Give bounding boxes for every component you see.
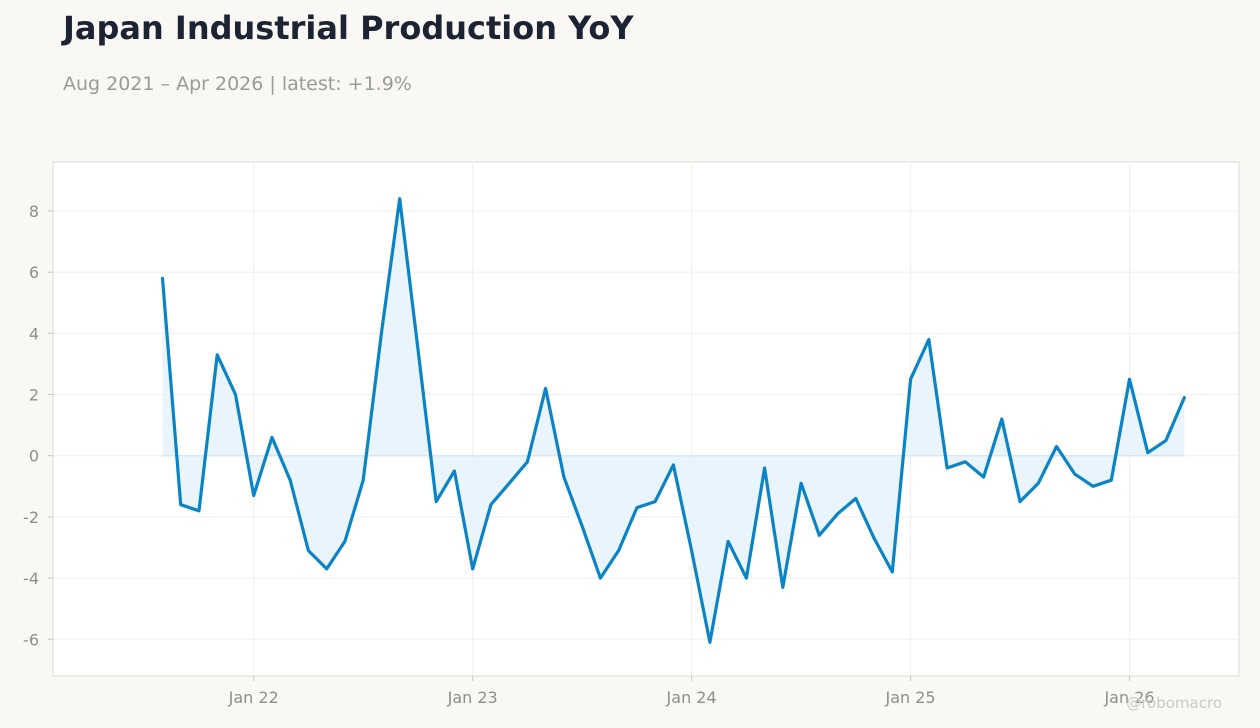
data-point [907, 375, 915, 383]
data-point [505, 479, 513, 487]
data-point [724, 537, 732, 545]
series-line-path [160, 197, 1186, 644]
data-point [195, 507, 203, 515]
data-point [250, 491, 258, 499]
data-point [870, 534, 878, 542]
y-tick-label: 0 [29, 447, 39, 466]
data-point [487, 501, 495, 509]
data-point [779, 583, 787, 591]
chart-subtitle: Aug 2021 – Apr 2026 | latest: +1.9% [63, 73, 412, 95]
data-point [1071, 470, 1079, 478]
data-point [998, 415, 1006, 423]
data-point [615, 547, 623, 555]
y-tick-label: 4 [29, 324, 39, 343]
data-point [560, 473, 568, 481]
data-point [633, 504, 641, 512]
data-point [1180, 394, 1188, 402]
data-point [1107, 476, 1115, 484]
data-point [961, 458, 969, 466]
data-point [341, 537, 349, 545]
data-point [1162, 436, 1170, 444]
data-point [359, 476, 367, 484]
data-point [1089, 482, 1097, 490]
data-point [688, 547, 696, 555]
data-point [323, 565, 331, 573]
data-point [377, 329, 385, 337]
x-tick-label: Jan 25 [885, 688, 936, 707]
data-point [286, 476, 294, 484]
data-point [1144, 449, 1152, 457]
data-point [596, 574, 604, 582]
data-point [1016, 498, 1024, 506]
data-point [578, 522, 586, 530]
data-point [761, 464, 769, 472]
data-point [1034, 479, 1042, 487]
data-point [943, 464, 951, 472]
x-tick-label: Jan 24 [666, 688, 717, 707]
data-point [797, 479, 805, 487]
y-tick-label: 6 [29, 263, 39, 282]
series-line [158, 195, 1188, 646]
data-point [268, 433, 276, 441]
data-point [177, 501, 185, 509]
y-tick-label: 8 [29, 202, 39, 221]
data-point [396, 195, 404, 203]
data-point [542, 384, 550, 392]
data-point [925, 335, 933, 343]
y-tick-label: 2 [29, 386, 39, 405]
data-point [304, 547, 312, 555]
data-point [231, 391, 239, 399]
data-point [1126, 375, 1134, 383]
data-point [669, 461, 677, 469]
y-tick-label: -6 [23, 630, 39, 649]
y-tick-label: -2 [23, 508, 39, 527]
data-point [414, 345, 422, 353]
y-tick-label: -4 [23, 569, 39, 588]
data-point [469, 565, 477, 573]
data-point [852, 495, 860, 503]
data-point [450, 467, 458, 475]
x-axis-ticks: Jan 22 Jan 23 Jan 24 Jan 25 Jan 26 [228, 676, 1155, 707]
chart-title: Japan Industrial Production YoY [63, 9, 634, 47]
data-point [158, 274, 166, 282]
data-point [888, 568, 896, 576]
data-point [651, 498, 659, 506]
data-point [432, 498, 440, 506]
data-point [523, 458, 531, 466]
data-point [815, 531, 823, 539]
plot-area [52, 161, 1240, 677]
data-point [1053, 443, 1061, 451]
area-fill [162, 198, 1185, 643]
data-point [706, 638, 714, 646]
data-point [742, 574, 750, 582]
data-point [834, 510, 842, 518]
y-axis-ticks: -6 -4 -2 0 2 4 6 8 [23, 202, 53, 649]
data-point [980, 473, 988, 481]
x-tick-label: Jan 26 [1103, 688, 1154, 707]
watermark: @robomacro [1126, 694, 1222, 712]
data-point [213, 351, 221, 359]
x-tick-label: Jan 22 [228, 688, 279, 707]
x-tick-label: Jan 23 [447, 688, 498, 707]
